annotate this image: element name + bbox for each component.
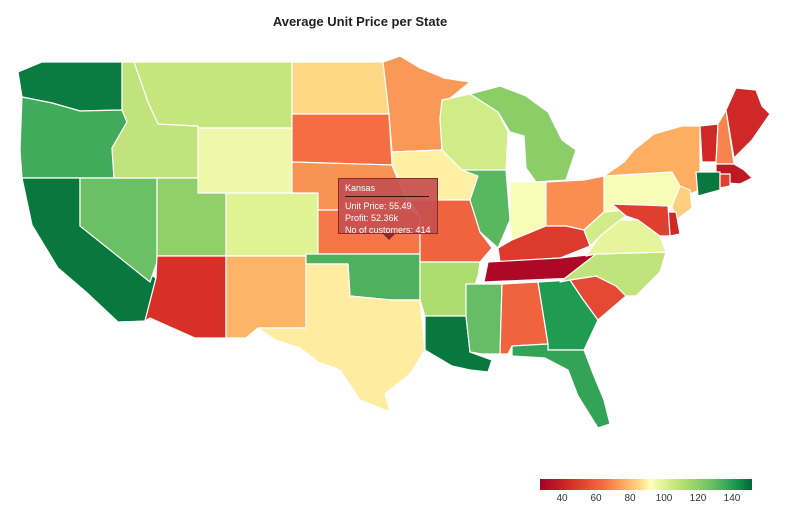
state-az[interactable]	[144, 255, 227, 339]
state-fl[interactable]	[511, 343, 611, 429]
state-mi[interactable]	[469, 85, 577, 183]
legend-tick: 60	[590, 493, 602, 504]
tooltip-unit-price: Unit Price: 55.49	[345, 201, 412, 211]
state-il[interactable]	[461, 169, 511, 249]
legend-tick: 40	[556, 493, 568, 504]
legend-tick: 80	[624, 493, 636, 504]
state-sd[interactable]	[291, 113, 393, 166]
tooltip-customers: No of customers: 414	[345, 225, 431, 235]
state-ms[interactable]	[465, 283, 503, 355]
tooltip-state-name: Kansas	[345, 183, 376, 193]
tooltip-profit: Profit: 52.36k	[345, 213, 399, 223]
state-co[interactable]	[225, 192, 319, 257]
state-mt[interactable]	[133, 61, 293, 129]
state-nj[interactable]	[671, 185, 693, 221]
state-wy[interactable]	[197, 127, 293, 194]
state-ct[interactable]	[695, 171, 721, 197]
state-tooltip: Kansas Unit Price: 55.49 Profit: 52.36k …	[338, 178, 438, 240]
state-nm[interactable]	[225, 255, 307, 339]
state-ri[interactable]	[719, 173, 731, 189]
state-vt[interactable]	[699, 123, 719, 163]
state-me[interactable]	[725, 87, 771, 159]
legend-tick: 100	[655, 493, 673, 504]
state-nd[interactable]	[291, 61, 390, 115]
state-md[interactable]	[611, 203, 671, 237]
state-tx[interactable]	[257, 263, 426, 413]
legend-tick: 140	[723, 493, 741, 504]
legend-tick: 120	[689, 493, 707, 504]
legend-gradient-bar	[540, 479, 752, 490]
map-title: Average Unit Price per State	[272, 14, 448, 29]
tooltip-divider	[345, 196, 429, 197]
color-legend: 40 60 80 100 120 140	[540, 479, 752, 509]
